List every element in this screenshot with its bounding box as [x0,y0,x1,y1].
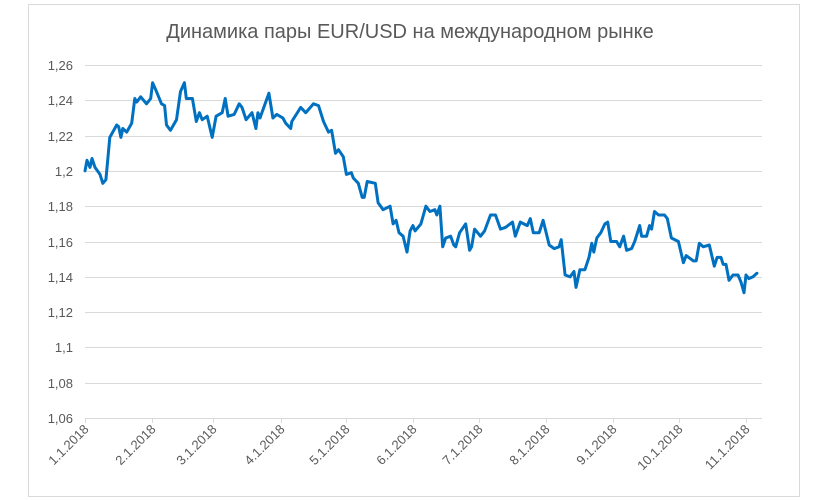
y-tick-label: 1,2 [55,164,73,179]
y-tick-label: 1,26 [48,58,73,73]
chart-area-border [28,4,800,497]
chart-title: Динамика пары EUR/USD на международном р… [166,21,653,43]
y-tick-label: 1,08 [48,376,73,391]
y-tick-label: 1,24 [48,93,73,108]
y-tick-label: 1,1 [55,340,73,355]
y-tick-label: 1,22 [48,129,73,144]
y-tick-label: 1,18 [48,199,73,214]
y-axis-labels: 1,06 1,08 1,1 1,12 1,14 1,16 1,18 1,2 1,22 1,24 1,… [48,58,73,426]
series-line-eurusd [83,81,759,295]
series-layer [83,81,759,295]
y-tick-label: 1,12 [48,305,73,320]
y-tick-label: 1,06 [48,411,73,426]
y-tick-label: 1,16 [48,235,73,250]
y-tick-label: 1,14 [48,270,73,285]
